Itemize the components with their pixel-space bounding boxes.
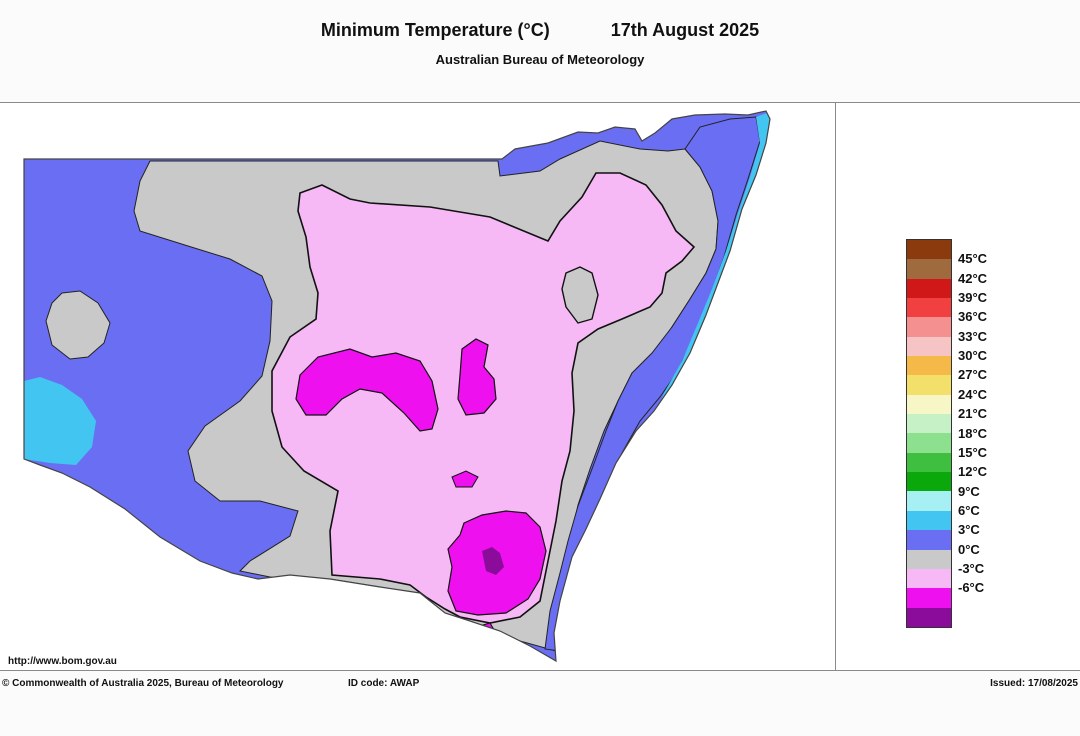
- legend-label: 39°C: [958, 290, 988, 306]
- legend-swatch: [907, 394, 951, 415]
- legend-swatch: [907, 568, 951, 589]
- legend-swatch: [907, 298, 951, 318]
- legend-swatch: [907, 530, 951, 550]
- title-text: Minimum Temperature (°C): [320, 20, 550, 40]
- band-0-3-inner: [561, 266, 599, 324]
- legend-label: 30°C: [958, 348, 988, 364]
- legend-swatch: [907, 433, 951, 453]
- legend-swatch: [907, 336, 951, 357]
- copyright-text: © Commonwealth of Australia 2025, Bureau…: [2, 678, 284, 689]
- legend-swatch: [907, 549, 951, 569]
- legend-label: 9°C: [958, 483, 980, 499]
- legend-swatch: [907, 607, 951, 627]
- state-border: [23, 110, 771, 663]
- legend-label: -6°C: [958, 580, 985, 596]
- source-url[interactable]: http://www.bom.gov.au: [8, 656, 117, 667]
- legend-swatch: [907, 452, 951, 473]
- legend-label: 36°C: [958, 309, 988, 325]
- legend-swatch: [907, 356, 951, 376]
- legend-label: 0°C: [958, 541, 980, 557]
- map-subtitle: Australian Bureau of Meteorology: [435, 52, 645, 67]
- legend-swatch: [907, 588, 951, 608]
- legend-label: -3°C: [958, 560, 985, 576]
- band-neg6-neg3-c: [451, 470, 479, 488]
- legend-label: 21°C: [958, 406, 988, 422]
- band-0-3-west: [45, 290, 111, 360]
- legend-label: 45°C: [958, 251, 988, 267]
- map-frame: [0, 102, 836, 671]
- band-6-9-coast: [656, 111, 770, 411]
- legend-swatch: [907, 278, 951, 299]
- legend-label: 12°C: [958, 464, 988, 480]
- temperature-legend: [906, 239, 952, 628]
- temperature-map: [23, 110, 771, 663]
- legend-label: 27°C: [958, 367, 988, 383]
- legend-label: 15°C: [958, 444, 988, 460]
- legend-label: 3°C: [958, 522, 980, 538]
- id-code: ID code: AWAP: [348, 678, 420, 689]
- legend-swatch: [907, 259, 951, 279]
- legend-label: 24°C: [958, 386, 988, 402]
- legend-swatch: [907, 510, 951, 531]
- issued-date: Issued: 17/08/2025: [990, 678, 1078, 689]
- legend-swatch: [907, 317, 951, 337]
- header: Minimum Temperature (°C) 17th August 202…: [0, 0, 1080, 100]
- band-below-neg6: [482, 547, 504, 575]
- legend-swatch: [907, 240, 951, 260]
- band-neg6-neg3-b: [457, 338, 497, 416]
- legend-swatch: [907, 414, 951, 434]
- legend-swatch: [907, 472, 951, 492]
- band-neg6-neg3-a: [295, 348, 439, 432]
- band-6-9-west: [24, 377, 96, 465]
- legend-label: 33°C: [958, 328, 988, 344]
- legend-label: 18°C: [958, 425, 988, 441]
- legend-swatch: [907, 491, 951, 511]
- legend-label: 6°C: [958, 502, 980, 518]
- title-date: 17th August 2025: [610, 20, 760, 40]
- legend-label: 42°C: [958, 270, 988, 286]
- map-title: Minimum Temperature (°C) 17th August 202…: [0, 20, 1080, 41]
- legend-swatch: [907, 375, 951, 395]
- legend-frame: [836, 102, 1080, 671]
